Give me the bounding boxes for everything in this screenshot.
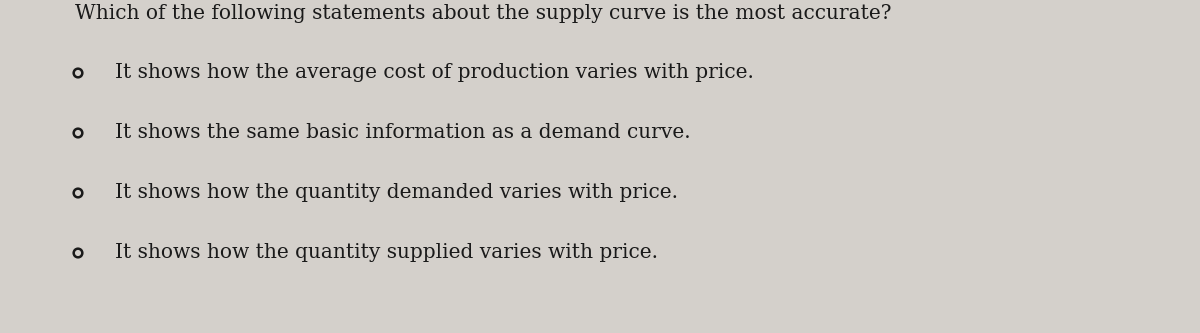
Text: Which of the following statements about the supply curve is the most accurate?: Which of the following statements about … — [74, 4, 892, 23]
Text: It shows how the quantity demanded varies with price.: It shows how the quantity demanded varie… — [115, 183, 678, 202]
Text: It shows the same basic information as a demand curve.: It shows the same basic information as a… — [115, 124, 691, 143]
Text: It shows how the average cost of production varies with price.: It shows how the average cost of product… — [115, 64, 754, 83]
Text: It shows how the quantity supplied varies with price.: It shows how the quantity supplied varie… — [115, 243, 658, 262]
